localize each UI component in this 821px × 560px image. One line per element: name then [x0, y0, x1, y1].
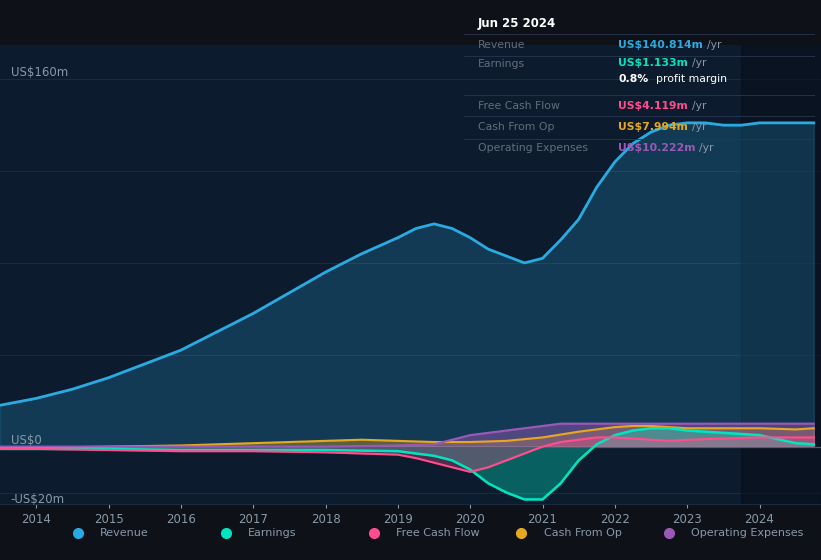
Text: profit margin: profit margin	[657, 74, 727, 84]
Text: /yr: /yr	[691, 58, 706, 68]
Text: Jun 25 2024: Jun 25 2024	[478, 16, 556, 30]
Text: /yr: /yr	[691, 122, 706, 132]
Text: /yr: /yr	[699, 143, 713, 153]
Text: Revenue: Revenue	[478, 40, 525, 50]
Text: US$10.222m: US$10.222m	[618, 143, 696, 153]
Text: US$160m: US$160m	[11, 66, 68, 80]
Text: 0.8%: 0.8%	[618, 74, 649, 84]
Bar	[741, 45, 821, 504]
Text: US$1.133m: US$1.133m	[618, 58, 688, 68]
Text: Cash From Op: Cash From Op	[478, 122, 554, 132]
Text: /yr: /yr	[691, 101, 706, 111]
Text: Revenue: Revenue	[100, 529, 149, 538]
Text: Earnings: Earnings	[248, 529, 296, 538]
Text: US$4.119m: US$4.119m	[618, 101, 688, 111]
Text: Earnings: Earnings	[478, 59, 525, 69]
Text: US$0: US$0	[11, 433, 41, 447]
Text: Cash From Op: Cash From Op	[544, 529, 621, 538]
Text: US$7.994m: US$7.994m	[618, 122, 688, 132]
Text: -US$20m: -US$20m	[11, 493, 65, 506]
Text: US$140.814m: US$140.814m	[618, 40, 704, 50]
Text: Operating Expenses: Operating Expenses	[691, 529, 804, 538]
Text: /yr: /yr	[707, 40, 722, 50]
Text: Free Cash Flow: Free Cash Flow	[478, 101, 560, 111]
Text: Free Cash Flow: Free Cash Flow	[396, 529, 479, 538]
Text: Operating Expenses: Operating Expenses	[478, 143, 588, 153]
